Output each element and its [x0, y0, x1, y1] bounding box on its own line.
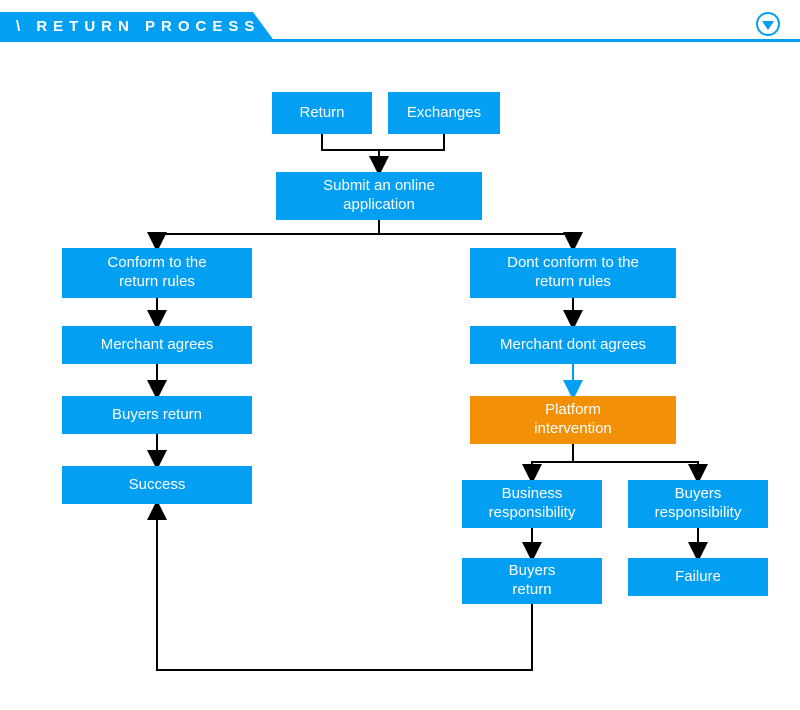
flow-node-platform: Platform intervention	[470, 396, 676, 444]
flow-node-breturn2: Buyers return	[462, 558, 602, 604]
flow-node-bizresp: Business responsibility	[462, 480, 602, 528]
flow-edge	[532, 444, 573, 480]
header-bar: \ RETURN PROCESS	[0, 0, 800, 42]
header-underline	[0, 39, 800, 42]
header-title: RETURN PROCESS	[36, 18, 260, 35]
flow-node-return: Return	[272, 92, 372, 134]
flow-node-success: Success	[62, 466, 252, 504]
flow-node-breturn1: Buyers return	[62, 396, 252, 434]
header-title-tab: \ RETURN PROCESS	[0, 12, 275, 42]
header-prefix: \	[16, 18, 26, 35]
flow-edge	[379, 134, 444, 150]
flowchart-canvas: Return Exchanges Submit an online applicat…	[0, 50, 800, 710]
flowchart-edges	[0, 50, 800, 710]
flow-node-submit: Submit an online application	[276, 172, 482, 220]
flow-edge	[322, 134, 379, 150]
flow-edge	[157, 220, 379, 248]
flow-node-conform: Conform to the return rules	[62, 248, 252, 298]
triangle-down-icon	[762, 21, 774, 30]
flow-edge	[379, 220, 573, 248]
flow-node-notconform: Dont conform to the return rules	[470, 248, 676, 298]
flow-node-failure: Failure	[628, 558, 768, 596]
dropdown-circle-icon	[756, 12, 780, 36]
flow-node-magree: Merchant agrees	[62, 326, 252, 364]
flow-node-mnotagree: Merchant dont agrees	[470, 326, 676, 364]
flow-node-exchanges: Exchanges	[388, 92, 500, 134]
flow-node-buyresp: Buyers responsibility	[628, 480, 768, 528]
flow-edge	[573, 444, 698, 480]
